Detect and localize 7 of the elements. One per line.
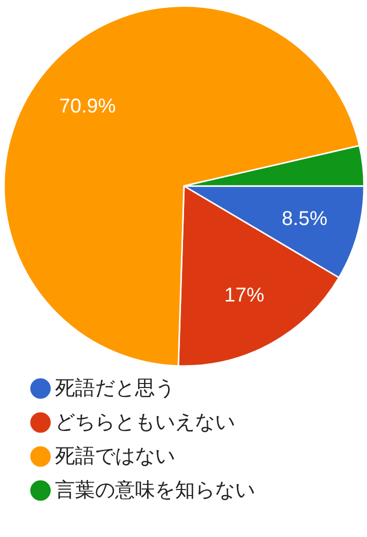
data-label: 17% <box>224 284 264 307</box>
legend-label: 死語だと思う <box>55 376 175 400</box>
legend-label: 言葉の意味を知らない <box>55 478 255 502</box>
legend-label: 死語ではない <box>55 444 175 468</box>
data-label: 70.9% <box>59 96 116 118</box>
legend-label: どちらともいえない <box>55 410 235 434</box>
data-label: 8.5% <box>282 208 328 230</box>
